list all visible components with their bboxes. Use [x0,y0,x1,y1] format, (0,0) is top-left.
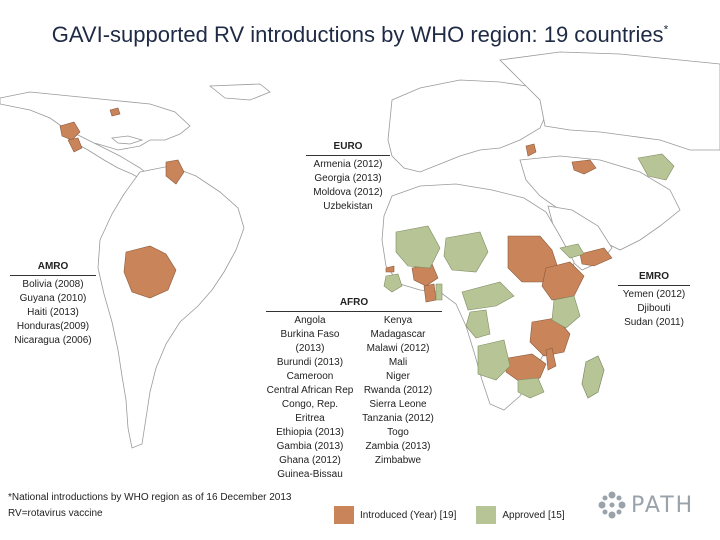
madagascar-shape [581,355,605,399]
legend-introduced: Introduced (Year) [19] [334,506,456,524]
afro-country: Burkina Faso (2013) [280,329,340,354]
afro-country: Eritrea [295,413,325,424]
uzbekistan-shape [637,153,675,181]
georgia-armenia-shape [571,159,597,175]
afro-country: Ethiopia (2013) [276,427,344,438]
euro-country: Moldova (2012) [313,187,383,198]
niger-shape [443,231,489,273]
zimbabwe-shape [517,377,545,399]
north-central-america [0,91,191,151]
afro-country: Niger [386,371,410,382]
zambia-malawi-shape [505,353,547,383]
path-logo-icon [598,491,626,519]
afro-country: Kenya [383,315,413,326]
afro-country: Tanzania (2012) [362,413,434,424]
congo-shape [465,309,491,339]
afro-country: Congo, Rep. [281,399,339,410]
emro-region-list: EMRO Yemen (2012) Djibouti Sudan (2011) [618,270,690,330]
bolivia-shape [123,245,177,299]
emro-country: Sudan (2011) [624,317,684,328]
haiti-shape [109,107,121,117]
emro-header: EMRO [618,270,690,286]
malawi-shape [545,347,557,371]
legend-approved-label: Approved [15] [502,509,565,521]
amro-region-list: AMRO Bolivia (2008) Guyana (2010) Haiti … [10,260,96,348]
ethiopia-shape [541,261,585,301]
afro-country: Zimbabwe [374,455,422,466]
title-footnote-marker: * [663,22,669,37]
path-logo-text: PATH [631,492,695,518]
euro-country: Georgia (2013) [314,173,382,184]
togo-shape [435,283,443,301]
yemen-shape [579,247,613,267]
afro-country: Burundi (2013) [276,357,344,368]
gambia-shape [385,265,395,273]
north-asia [499,51,720,151]
afro-country: Malawi (2012) [366,343,430,354]
amro-country: Honduras(2009) [16,321,90,332]
footnote-line-1: *National introductions by WHO region as… [8,492,292,503]
euro-region-list: EURO Armenia (2012) Georgia (2013) Moldo… [306,140,390,214]
approved-swatch [476,506,497,524]
south-america [97,165,245,449]
guinea-bissau-sierra-leone-shape [383,273,403,293]
amro-country: Guyana (2010) [19,293,87,304]
introduced-swatch [334,506,354,524]
footnote-line-2: RV=rotavirus vaccine [8,508,103,519]
euro-header: EURO [306,140,390,156]
afro-country: Sierra Leone [369,399,427,410]
amro-country: Nicaragua (2006) [14,335,92,346]
amro-country: Bolivia (2008) [22,279,84,290]
emro-country: Djibouti [637,303,671,314]
legend-introduced-label: Introduced (Year) [19] [360,509,457,521]
afro-region-list: AFRO Angola Burkina Faso (2013) Burundi … [266,296,442,482]
cameroon-car-shape [461,281,515,311]
angola-shape [477,339,511,381]
afro-country: Togo [387,427,409,438]
caribbean-islands [111,135,144,145]
afro-header: AFRO [266,296,442,312]
euro-country: Uzbekistan [323,201,373,212]
amro-country: Haiti (2013) [27,307,79,318]
greenland [208,83,271,101]
footnote: *National introductions by WHO region as… [8,490,291,522]
afro-country: Gambia (2013) [276,441,344,452]
afro-country: Cameroon [286,371,334,382]
page-title: GAVI-supported RV introductions by WHO r… [51,22,669,47]
afro-country: Angola [294,315,326,326]
path-logo: PATH [597,490,694,520]
middle-east [519,155,681,251]
afro-country: Zambia (2013) [365,441,431,452]
eritrea-djibouti-shape [559,243,585,259]
euro-country: Armenia (2012) [313,159,383,170]
afro-country: Madagascar [370,329,426,340]
afro-country: Central African Rep [266,385,354,396]
legend-approved: Approved [15] [476,506,565,524]
afro-column-2: Kenya Madagascar Malawi (2012) Mali Nige… [354,314,442,482]
honduras-nicaragua-shape [59,121,81,141]
nicaragua-shape [67,137,83,153]
guyana-shape [165,159,185,185]
amro-header: AMRO [10,260,96,276]
emro-country: Yemen (2012) [622,289,686,300]
mali-shape [395,225,441,269]
moldova-shape [525,143,537,157]
afro-country: Rwanda (2012) [363,385,433,396]
map-legend: Introduced (Year) [19] Approved [15] [334,506,585,524]
afro-column-1: Angola Burkina Faso (2013) Burundi (2013… [266,314,354,482]
kenya-shape [551,295,581,329]
afro-country: Mali [388,357,408,368]
afro-country: Ghana (2012) [279,455,341,466]
europe [387,79,549,173]
afro-country: Guinea-Bissau [277,469,343,480]
